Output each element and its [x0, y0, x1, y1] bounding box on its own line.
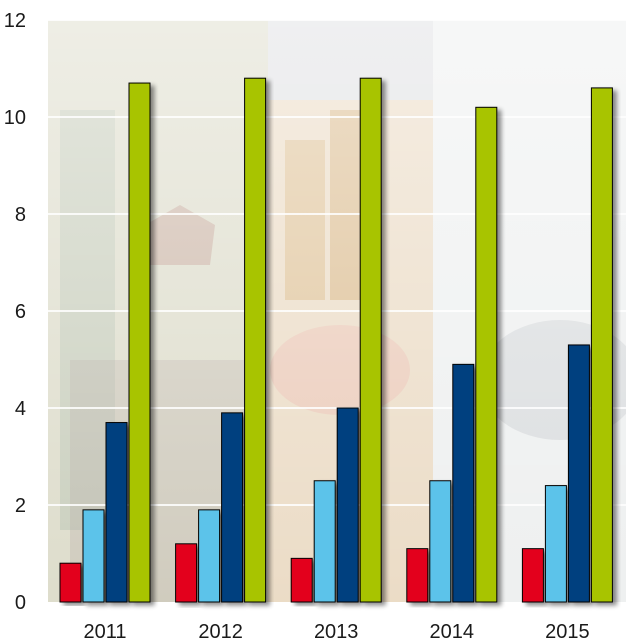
bar-2012-series-3: [221, 412, 244, 603]
bar-2015-series-2: [544, 485, 567, 603]
bar-2013-series-3: [336, 407, 359, 603]
bar-2012-series-1: [175, 543, 198, 603]
bar-2014-series-4: [475, 106, 498, 603]
y-tick-label: 4: [15, 398, 26, 420]
y-axis-ticks: 0 2 4 6 8 10 12: [4, 10, 26, 614]
bar-2011-series-2: [82, 509, 105, 603]
bar-2011-series-1: [59, 562, 82, 603]
y-tick-label: 12: [4, 10, 26, 32]
y-tick-label: 6: [15, 301, 26, 323]
x-tick-label: 2015: [545, 621, 590, 643]
bar-2011-series-4: [128, 82, 151, 603]
y-tick-label: 10: [4, 107, 26, 129]
bar-2015-series-3: [567, 344, 590, 603]
bar-2013-series-1: [290, 557, 313, 603]
x-tick-label: 2013: [314, 621, 359, 643]
y-tick-label: 8: [15, 204, 26, 226]
y-tick-label: 2: [15, 495, 26, 517]
bar-2013-series-2: [313, 480, 336, 603]
y-tick-label: 0: [15, 592, 26, 614]
bar-2015-series-4: [590, 87, 613, 603]
bar-2011-series-3: [105, 422, 128, 603]
x-tick-label: 2014: [430, 621, 475, 643]
bar-2015-series-1: [521, 548, 544, 603]
bar-2014-series-2: [429, 480, 452, 603]
bar-2013-series-4: [359, 77, 382, 603]
x-tick-label: 2012: [198, 621, 243, 643]
x-tick-label: 2011: [83, 621, 126, 643]
bars: [59, 77, 613, 603]
bar-2014-series-3: [452, 363, 475, 603]
bar-2012-series-4: [244, 77, 267, 603]
bar-2012-series-2: [198, 509, 221, 603]
x-axis-ticks: 2011 2012 2013 2014 2015: [83, 621, 589, 643]
bar-2014-series-1: [406, 548, 429, 603]
